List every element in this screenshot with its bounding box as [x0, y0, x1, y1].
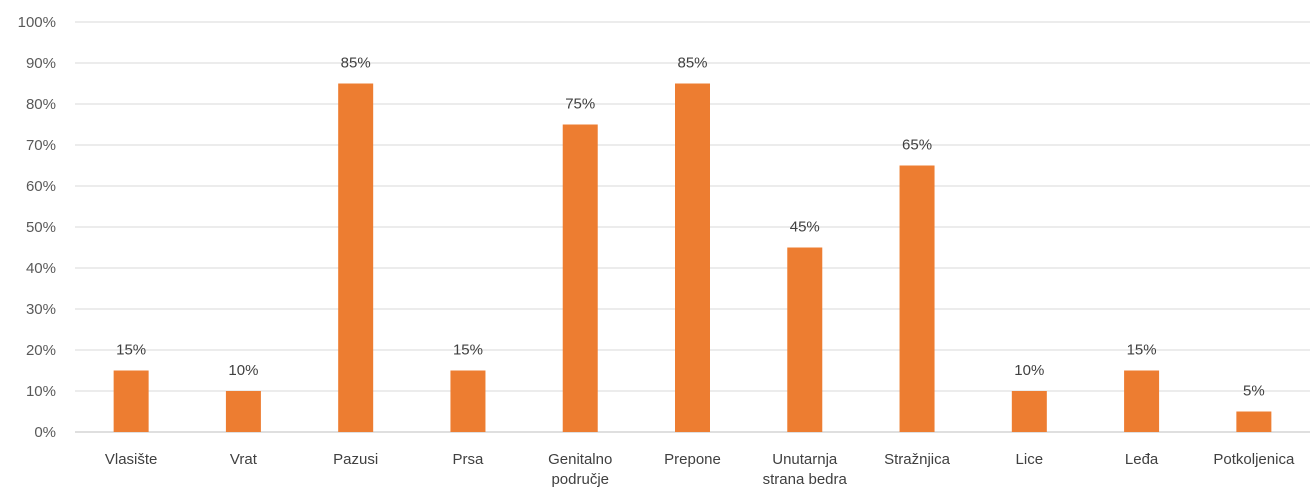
bar	[113, 370, 149, 432]
y-tick-label: 90%	[26, 55, 56, 72]
y-axis-tick-labels: 0% 10% 20% 30% 40% 50% 60% 70% 80% 90% 100%	[18, 14, 56, 441]
data-labels: 15% 10% 85% 15% 75% 85% 45% 65% 10% 15% 5%	[116, 55, 1265, 400]
x-axis-category-labels: Vlasište Vrat Pazusi Prsa Genitalno područje P…	[105, 451, 1295, 488]
category-label-line: Vlasište	[105, 451, 158, 468]
bar	[338, 83, 374, 432]
data-label: 45%	[790, 219, 820, 236]
bar	[562, 124, 598, 432]
y-tick-label: 50%	[26, 219, 56, 236]
category-label: Potkoljenica	[1213, 451, 1295, 468]
data-label: 85%	[341, 55, 371, 72]
bar	[899, 165, 935, 432]
y-tick-label: 20%	[26, 342, 56, 359]
y-tick-label: 100%	[18, 14, 56, 31]
data-label: 15%	[453, 342, 483, 359]
data-label: 10%	[228, 362, 258, 379]
data-label: 10%	[1014, 362, 1044, 379]
category-label-line: Vrat	[230, 451, 258, 468]
category-label-line: Lice	[1016, 451, 1044, 468]
data-label: 75%	[565, 96, 595, 113]
data-label: 5%	[1243, 383, 1265, 400]
data-label: 15%	[1127, 342, 1157, 359]
category-label-line: Leđa	[1125, 451, 1159, 468]
category-label-line: Unutarnja	[772, 451, 838, 468]
category-label: Leđa	[1125, 451, 1159, 468]
data-label: 65%	[902, 137, 932, 154]
category-label: Lice	[1016, 451, 1044, 468]
bar	[787, 247, 823, 432]
bar	[1124, 370, 1160, 432]
data-label: 15%	[116, 342, 146, 359]
category-label-line: Prsa	[453, 451, 485, 468]
y-tick-label: 70%	[26, 137, 56, 154]
data-label: 85%	[677, 55, 707, 72]
category-label: Genitalno područje	[548, 451, 612, 488]
bar	[675, 83, 710, 432]
category-label: Stražnjica	[884, 451, 951, 468]
y-tick-label: 0%	[34, 424, 56, 441]
y-tick-label: 10%	[26, 383, 56, 400]
category-label-line: Pazusi	[333, 451, 378, 468]
category-label: Vrat	[230, 451, 258, 468]
category-label: Prsa	[453, 451, 485, 468]
bar	[1236, 411, 1272, 432]
category-label: Unutarnja strana bedra	[763, 451, 848, 488]
category-label-line: Stražnjica	[884, 451, 951, 468]
category-label: Pazusi	[333, 451, 378, 468]
category-label-line: strana bedra	[763, 471, 848, 488]
y-tick-label: 30%	[26, 301, 56, 318]
category-label: Prepone	[664, 451, 721, 468]
bars	[113, 83, 1272, 432]
category-label-line: Prepone	[664, 451, 721, 468]
y-tick-label: 80%	[26, 96, 56, 113]
category-label-line: Genitalno	[548, 451, 612, 468]
category-label-line: područje	[551, 471, 609, 488]
bar	[1011, 391, 1047, 432]
y-tick-label: 60%	[26, 178, 56, 195]
category-label: Vlasište	[105, 451, 158, 468]
y-tick-label: 40%	[26, 260, 56, 277]
category-label-line: Potkoljenica	[1213, 451, 1295, 468]
bar	[225, 391, 261, 432]
bar	[450, 370, 486, 432]
